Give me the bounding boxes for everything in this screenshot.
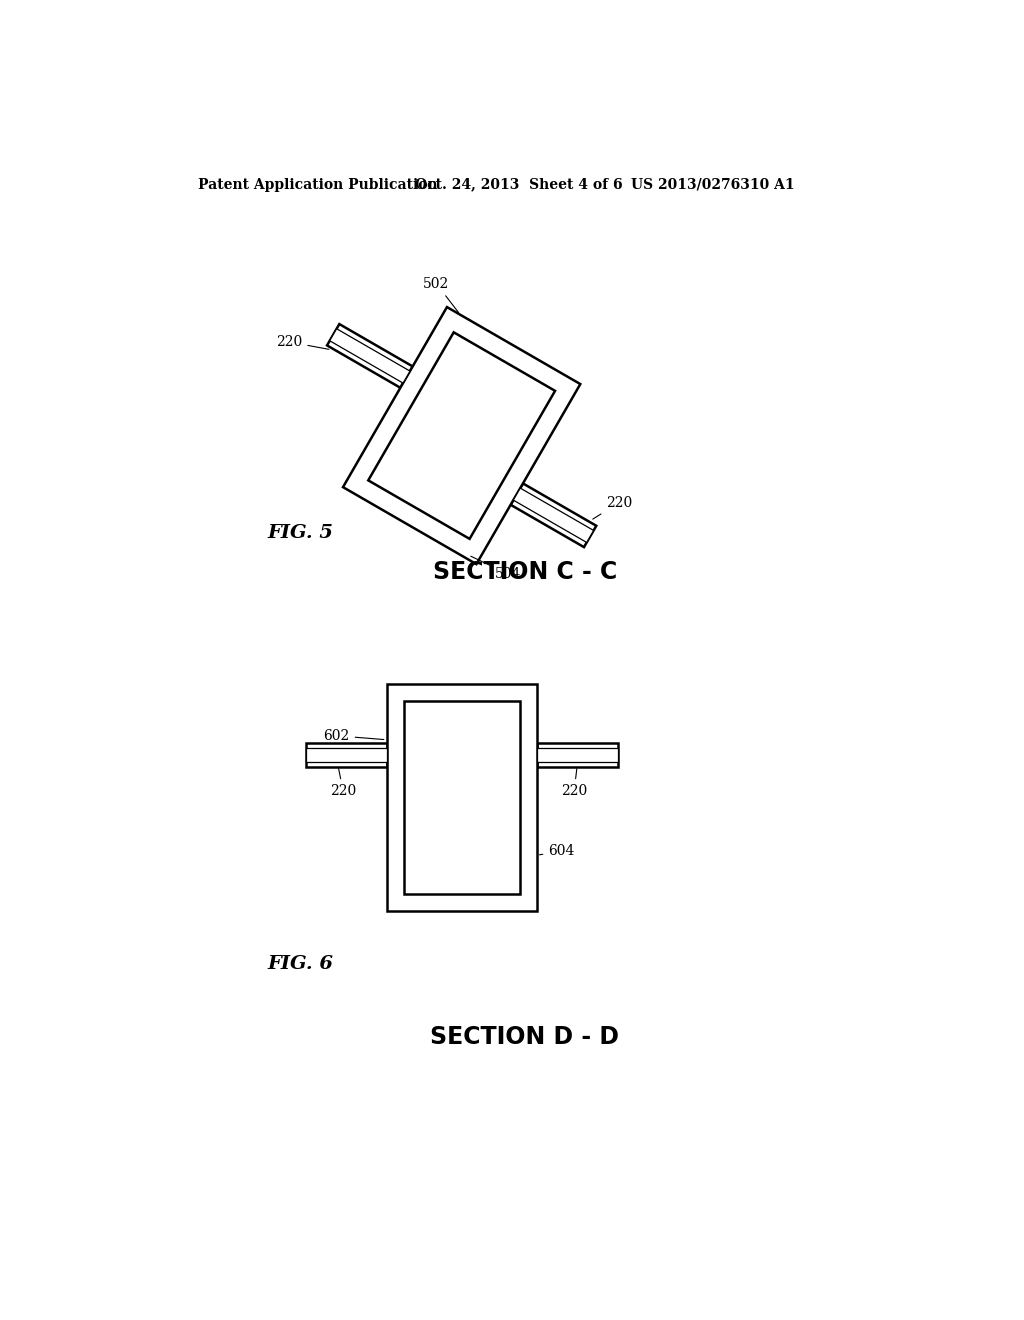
- Polygon shape: [343, 308, 581, 564]
- Text: 502: 502: [423, 277, 459, 313]
- Polygon shape: [403, 701, 520, 894]
- Text: 504: 504: [471, 556, 521, 581]
- Polygon shape: [513, 488, 594, 543]
- Polygon shape: [306, 748, 387, 762]
- Text: 604: 604: [540, 845, 574, 858]
- Text: SECTION C - C: SECTION C - C: [433, 561, 616, 585]
- Polygon shape: [537, 748, 617, 762]
- Text: Oct. 24, 2013  Sheet 4 of 6: Oct. 24, 2013 Sheet 4 of 6: [416, 178, 623, 191]
- Text: FIG. 6: FIG. 6: [267, 956, 334, 973]
- Polygon shape: [369, 333, 555, 539]
- Text: 220: 220: [593, 496, 632, 519]
- Text: 602: 602: [324, 729, 384, 743]
- Polygon shape: [537, 743, 617, 767]
- Polygon shape: [511, 483, 596, 546]
- Text: Patent Application Publication: Patent Application Publication: [199, 178, 438, 191]
- Text: 220: 220: [330, 768, 356, 799]
- Text: 220: 220: [276, 335, 329, 350]
- Text: US 2013/0276310 A1: US 2013/0276310 A1: [631, 178, 795, 191]
- Text: FIG. 5: FIG. 5: [267, 524, 334, 543]
- Polygon shape: [387, 684, 537, 911]
- Polygon shape: [330, 329, 410, 383]
- Polygon shape: [306, 743, 387, 767]
- Polygon shape: [327, 325, 413, 388]
- Text: 220: 220: [561, 768, 587, 799]
- Text: SECTION D - D: SECTION D - D: [430, 1024, 620, 1048]
